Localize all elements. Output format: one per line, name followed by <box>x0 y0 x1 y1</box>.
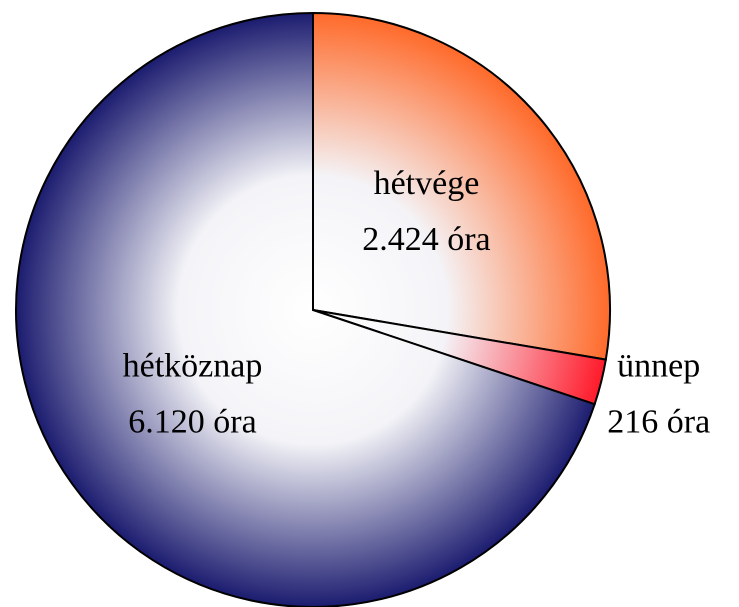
slice-value-label: 216 óra <box>607 403 710 440</box>
pie-slice <box>15 11 596 607</box>
slice-value-label: 2.424 óra <box>362 221 490 258</box>
slice-value-label: 6.120 óra <box>128 404 256 441</box>
pie-slice <box>312 11 611 361</box>
slice-label: hétvége <box>374 165 480 202</box>
slice-label: hétköznap <box>123 348 263 385</box>
slice-label: ünnep <box>617 347 700 384</box>
